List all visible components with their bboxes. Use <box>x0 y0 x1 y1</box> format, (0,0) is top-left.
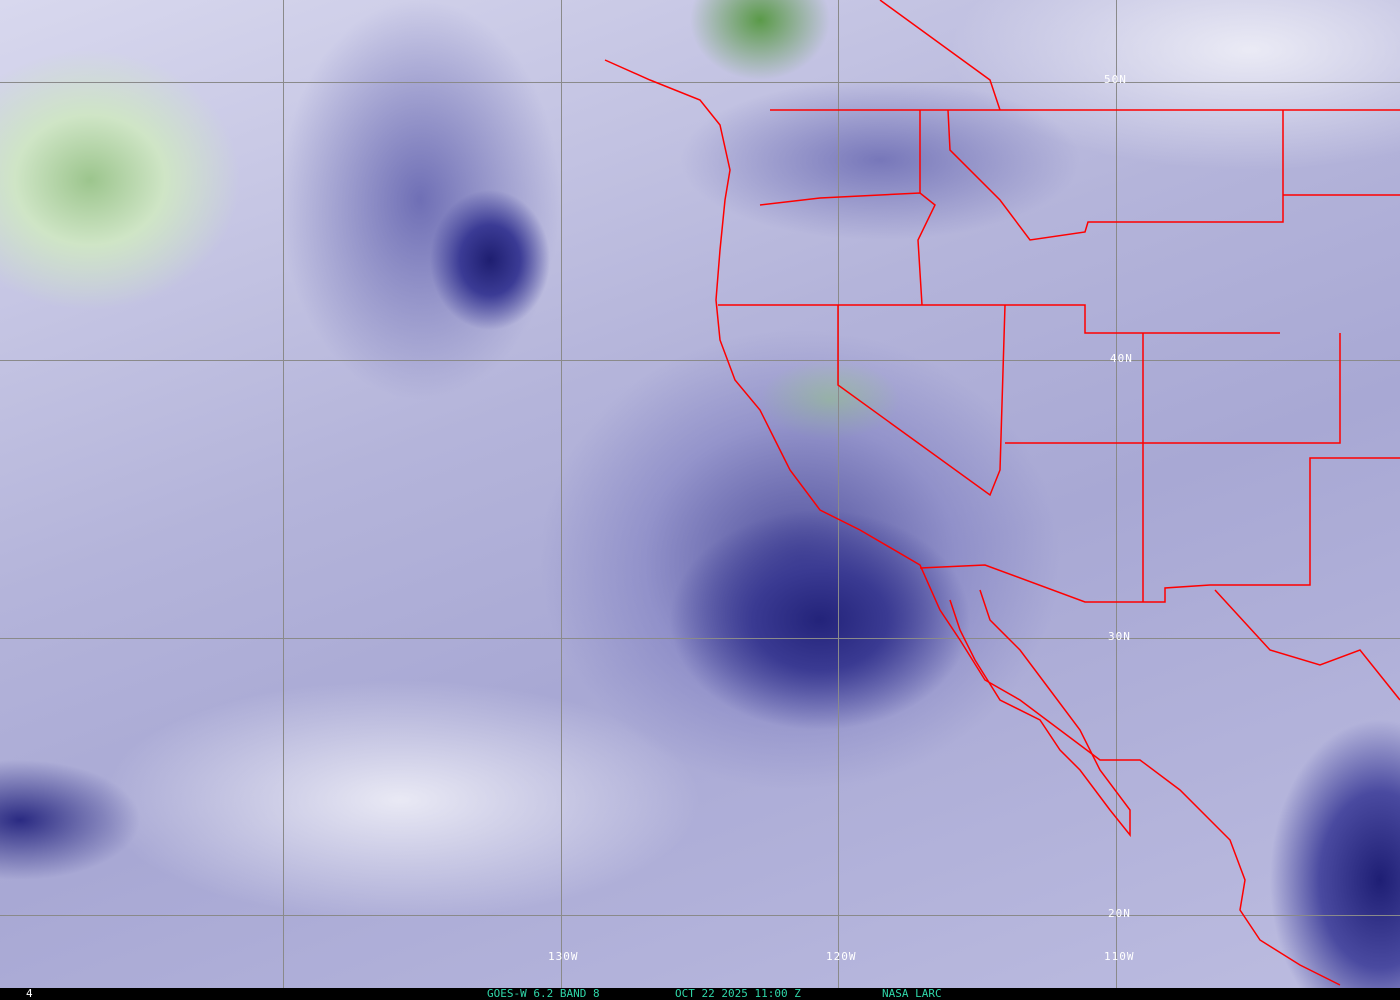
image-caption-bar: 4 GOES-W 6.2 BAND 8 OCT 22 2025 11:00 Z … <box>0 988 1400 1000</box>
az-border <box>1005 333 1341 444</box>
lon-gridline-140w <box>283 0 284 988</box>
lat-label-40n: 40N <box>1110 352 1133 365</box>
lat-label-30n: 30N <box>1108 630 1131 643</box>
west-coastline <box>604 59 1341 986</box>
or-ca-nv-border <box>718 304 1280 334</box>
lat-gridline-20n <box>0 915 1400 916</box>
us-mexico-border <box>919 457 1400 603</box>
frame-number: 4 <box>26 987 33 1000</box>
lon-label-120w: 120W <box>826 950 857 963</box>
satellite-band: GOES-W 6.2 BAND 8 <box>487 987 600 1000</box>
wa-or-border <box>759 192 936 306</box>
lon-gridline-110w <box>1116 0 1117 988</box>
mexico-coast-gulf <box>1214 589 1400 701</box>
lon-label-110w: 110W <box>1104 950 1135 963</box>
lat-gridline-30n <box>0 638 1400 639</box>
lon-gridline-120w <box>838 0 839 988</box>
ca-nv-border <box>837 304 1006 497</box>
canada-border-north <box>879 0 1001 111</box>
lat-gridline-50n <box>0 82 1400 83</box>
lon-label-130w: 130W <box>548 950 579 963</box>
source: NASA LARC <box>882 987 942 1000</box>
lat-gridline-40n <box>0 360 1400 361</box>
baja-peninsula <box>949 589 1131 838</box>
lat-label-50n: 50N <box>1104 73 1127 86</box>
lat-label-20n: 20N <box>1108 907 1131 920</box>
lon-gridline-130w <box>561 0 562 988</box>
idaho-east-border <box>947 109 1284 241</box>
timestamp: OCT 22 2025 11:00 Z <box>675 987 801 1000</box>
